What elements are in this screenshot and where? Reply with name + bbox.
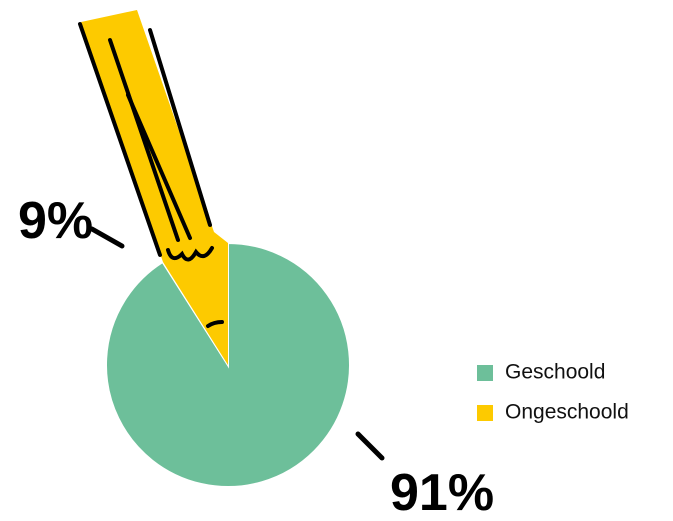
data-label: 9%	[18, 192, 93, 250]
legend-swatch	[477, 405, 493, 421]
legend-swatch	[477, 365, 493, 381]
legend: Geschoold Ongeschoold	[477, 361, 629, 424]
leader-lines	[89, 226, 385, 461]
data-label: 91%	[390, 464, 494, 521]
legend-label: Ongeschoold	[505, 401, 629, 424]
pencil-decoration	[78, 10, 228, 365]
legend-label: Geschoold	[505, 361, 605, 384]
